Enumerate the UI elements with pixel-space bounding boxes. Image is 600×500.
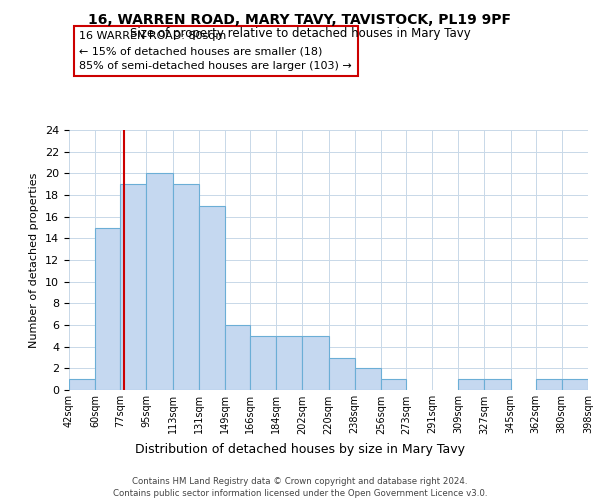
Bar (276, 336, 302, 390)
Bar (302, 336, 329, 390)
Text: Size of property relative to detached houses in Mary Tavy: Size of property relative to detached ho… (130, 28, 470, 40)
Text: 16, WARREN ROAD, MARY TAVY, TAVISTOCK, PL19 9PF: 16, WARREN ROAD, MARY TAVY, TAVISTOCK, P… (89, 12, 511, 26)
Bar (355, 368, 381, 390)
Bar (173, 184, 199, 390)
Text: 16 WARREN ROAD: 80sqm
← 15% of detached houses are smaller (18)
85% of semi-deta: 16 WARREN ROAD: 80sqm ← 15% of detached … (79, 31, 352, 71)
Bar (95, 228, 120, 390)
Text: Contains public sector information licensed under the Open Government Licence v3: Contains public sector information licen… (113, 489, 487, 498)
Bar (329, 358, 355, 390)
Bar (381, 379, 406, 390)
Bar (146, 174, 173, 390)
Text: Distribution of detached houses by size in Mary Tavy: Distribution of detached houses by size … (135, 442, 465, 456)
Bar (562, 379, 588, 390)
Bar (250, 336, 276, 390)
Bar (120, 184, 146, 390)
Bar (458, 379, 484, 390)
Y-axis label: Number of detached properties: Number of detached properties (29, 172, 40, 348)
Text: Contains HM Land Registry data © Crown copyright and database right 2024.: Contains HM Land Registry data © Crown c… (132, 478, 468, 486)
Bar (199, 206, 225, 390)
Bar (536, 379, 562, 390)
Bar (484, 379, 511, 390)
Bar (225, 325, 250, 390)
Bar (69, 379, 95, 390)
